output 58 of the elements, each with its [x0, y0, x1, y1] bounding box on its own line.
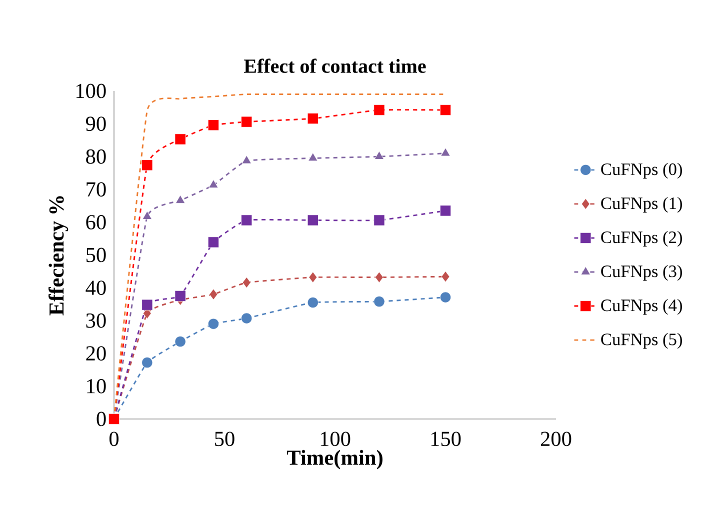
point [374, 104, 385, 116]
point [307, 214, 318, 226]
x-tick-label: 200 [540, 432, 572, 446]
point [175, 195, 186, 204]
point [241, 312, 252, 324]
point [241, 214, 252, 226]
point [375, 272, 384, 283]
point [307, 297, 318, 308]
point [440, 148, 450, 156]
point [142, 357, 153, 368]
y-tick-label: 60 [86, 215, 106, 230]
point [242, 155, 252, 164]
x-tick-label: 0 [109, 432, 119, 446]
x-axis-title: Time(min) [286, 450, 382, 470]
point [142, 299, 153, 310]
y-axis-title: Effeciency % [48, 196, 68, 316]
point [208, 236, 219, 248]
legend-label: CuFNps (3) [601, 264, 682, 281]
y-tick-label: 80 [86, 149, 106, 164]
point [307, 113, 318, 124]
legend-label: CuFNps (0) [601, 162, 682, 179]
point [374, 151, 384, 160]
x-tick-label: 100 [320, 432, 350, 446]
chart-title: Effect of contact time [244, 58, 426, 73]
point [374, 214, 385, 226]
point [440, 104, 452, 116]
point [208, 180, 218, 188]
point [441, 271, 450, 282]
y-tick-label: 20 [86, 346, 106, 361]
legend-label: CuFNps (4) [601, 299, 682, 315]
point [174, 336, 186, 348]
point [308, 272, 318, 283]
point [241, 116, 252, 128]
y-tick-label: 90 [86, 116, 106, 131]
legend-label: CuFNps (2) [601, 230, 682, 247]
point [142, 211, 152, 220]
point [142, 160, 153, 171]
point [209, 288, 218, 300]
point [440, 205, 452, 216]
y-tick-label: 10 [87, 379, 106, 394]
x-tick-label: 150 [431, 432, 461, 446]
y-tick-label: 40 [86, 280, 106, 295]
point [174, 134, 186, 145]
legend-label: CuFNps (1) [601, 196, 682, 213]
x-tick-label: 50 [215, 432, 234, 446]
y-tick-label: 50 [86, 248, 106, 262]
point [174, 290, 186, 302]
point [308, 152, 318, 162]
y-tick-label: 100 [76, 84, 106, 98]
y-tick-label: 30 [86, 313, 106, 328]
y-tick-label: 70 [86, 182, 106, 197]
point [242, 277, 251, 288]
point [208, 120, 219, 131]
y-tick-label: 0 [96, 412, 106, 426]
point [440, 292, 452, 303]
legend-label: CuFNps (5) [601, 333, 682, 349]
point [374, 296, 385, 308]
point [208, 318, 219, 330]
